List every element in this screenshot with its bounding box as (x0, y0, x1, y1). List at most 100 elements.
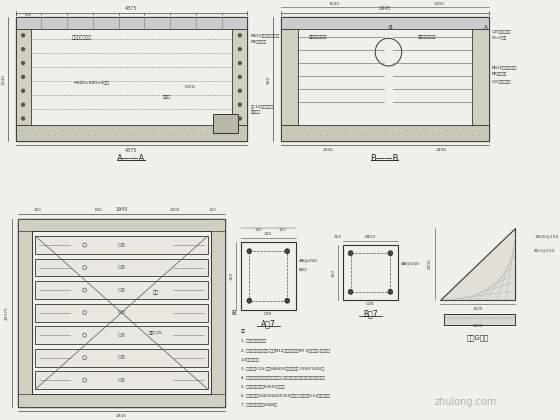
Text: .: . (338, 129, 340, 138)
Text: .: . (172, 129, 175, 138)
Bar (212, 218, 225, 407)
Text: .: . (53, 129, 55, 138)
Text: B: B (232, 310, 236, 316)
Bar (18, 218, 31, 407)
Bar (281, 18, 489, 29)
Text: 600: 600 (95, 207, 102, 212)
Bar (281, 126, 489, 141)
Text: .: . (437, 129, 440, 138)
Text: GB: GB (118, 242, 125, 247)
Text: GB: GB (118, 355, 125, 360)
Bar (232, 29, 248, 126)
Bar (241, 242, 296, 310)
Text: .: . (152, 129, 155, 138)
Text: 4375: 4375 (125, 6, 138, 11)
Text: 130: 130 (254, 228, 262, 232)
Text: .: . (185, 129, 188, 138)
Circle shape (239, 48, 241, 51)
Text: .: . (106, 129, 109, 138)
Text: 4Φ@250: 4Φ@250 (298, 258, 318, 262)
Circle shape (388, 289, 393, 294)
Text: M5水泥砂浆: M5水泥砂浆 (492, 71, 507, 75)
Text: 2495: 2495 (436, 148, 447, 152)
Text: .: . (431, 129, 433, 138)
Text: .: . (20, 129, 22, 138)
Text: 2. 电缆沟内层人工回填,使用M10水泵混合研制M7.5水泵沙浆,广度枚层: 2. 电缆沟内层人工回填,使用M10水泵混合研制M7.5水泵沙浆,广度枚层 (241, 348, 329, 352)
Text: .: . (113, 129, 115, 138)
Bar (16, 18, 248, 29)
Text: .: . (411, 129, 413, 138)
Text: 1300: 1300 (433, 2, 444, 5)
Text: GB: GB (118, 265, 125, 270)
Text: GB: GB (118, 310, 125, 315)
Circle shape (285, 249, 290, 254)
Text: 7. 设计荷载每米为20kN。: 7. 设计荷载每米为20kN。 (241, 402, 277, 407)
Text: .: . (212, 129, 214, 138)
Text: .: . (40, 129, 43, 138)
Text: 素土层: 素土层 (163, 95, 171, 99)
Text: Φ22: Φ22 (298, 268, 307, 272)
Text: .: . (305, 129, 307, 138)
Text: 2000: 2000 (428, 259, 432, 269)
Text: 150: 150 (34, 207, 41, 212)
Bar (35, 349, 208, 367)
Text: 1500: 1500 (329, 2, 340, 5)
Text: 1200: 1200 (169, 207, 180, 212)
Text: C25: C25 (264, 312, 273, 315)
Text: 120: 120 (208, 207, 216, 212)
Text: .: . (159, 129, 162, 138)
Circle shape (239, 89, 241, 92)
Text: 楼梯: 楼梯 (153, 290, 158, 295)
Text: .: . (192, 129, 195, 138)
Text: .: . (318, 129, 321, 138)
Text: .: . (225, 129, 228, 138)
Circle shape (348, 251, 353, 256)
Text: .: . (232, 129, 235, 138)
Text: .: . (133, 129, 135, 138)
Circle shape (22, 117, 25, 120)
Text: .: . (100, 129, 102, 138)
Text: 4Φ@150: 4Φ@150 (401, 261, 419, 265)
Text: 4. 电缆沟内层人工回填并压实处理,具体工程量「该内层工程设计内容」。: 4. 电缆沟内层人工回填并压实处理,具体工程量「该内层工程设计内容」。 (241, 375, 325, 379)
Bar (249, 251, 287, 301)
Text: .: . (365, 129, 367, 138)
Text: .: . (311, 129, 314, 138)
Text: 50×5角骨: 50×5角骨 (492, 35, 507, 39)
Bar (18, 218, 225, 231)
Bar (281, 29, 297, 126)
Bar (35, 281, 208, 299)
Text: 0.5%: 0.5% (185, 85, 196, 89)
Text: .: . (444, 129, 446, 138)
Text: M5水泥砂浆: M5水泥砂浆 (250, 39, 267, 43)
Circle shape (239, 62, 241, 65)
Circle shape (239, 117, 241, 120)
Text: 960: 960 (266, 75, 270, 84)
Text: 2945: 2945 (116, 414, 127, 417)
Text: 二级混凝土盖板: 二级混凝土盖板 (309, 35, 328, 39)
Circle shape (22, 62, 25, 65)
Text: C25混凝土台帽: C25混凝土台帽 (492, 29, 511, 33)
Text: .: . (33, 129, 36, 138)
Text: .: . (93, 129, 95, 138)
Text: .: . (199, 129, 202, 138)
Text: .: . (298, 129, 301, 138)
Text: 4375: 4375 (125, 148, 138, 153)
Circle shape (22, 48, 25, 51)
Text: zhulong.com: zhulong.com (435, 397, 497, 407)
Text: 1340: 1340 (1, 74, 5, 85)
Text: 500: 500 (25, 13, 32, 18)
Circle shape (22, 103, 25, 106)
Bar (18, 218, 225, 407)
Text: .: . (391, 129, 394, 138)
Text: 石灰石坑: 石灰石坑 (250, 110, 260, 115)
Text: C25: C25 (366, 302, 375, 306)
Text: 1500: 1500 (472, 323, 483, 328)
Text: .: . (417, 129, 420, 138)
Text: .: . (292, 129, 294, 138)
Circle shape (239, 34, 241, 37)
Circle shape (239, 103, 241, 106)
Text: A大7: A大7 (261, 319, 276, 328)
Text: 二级混凝土盖板: 二级混凝土盖板 (72, 35, 92, 40)
Text: .: . (384, 129, 387, 138)
Circle shape (22, 76, 25, 79)
